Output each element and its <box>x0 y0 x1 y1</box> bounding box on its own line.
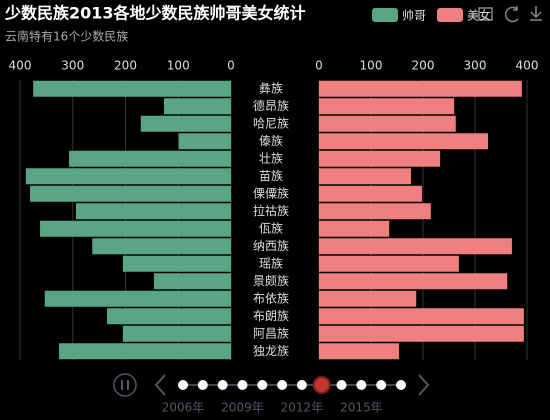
bar <box>122 255 231 272</box>
bar <box>178 133 231 150</box>
timeline-dot[interactable] <box>396 380 406 390</box>
bar <box>319 150 441 167</box>
bar <box>319 185 422 202</box>
bar <box>40 220 231 237</box>
x-tick-label: 200 <box>412 59 435 73</box>
timeline-dot[interactable] <box>197 380 208 390</box>
x-tick-label: 100 <box>167 59 190 73</box>
chart-subtitle: 云南特有16个少数民族 <box>5 29 128 44</box>
bar <box>25 168 231 185</box>
timeline-dot[interactable] <box>296 380 307 390</box>
x-tick-label: 100 <box>360 59 383 73</box>
legend-swatch[interactable] <box>372 8 398 22</box>
x-tick-label: 200 <box>114 59 137 73</box>
x-tick-label: 0 <box>315 59 323 73</box>
prev-button[interactable] <box>154 374 166 396</box>
chart-title: 少数民族2013各地少数民族帅哥美女统计 <box>4 4 306 23</box>
bar <box>319 203 431 220</box>
bar <box>319 168 412 185</box>
timeline-label[interactable]: 2009年 <box>221 401 264 415</box>
timeline-dot[interactable] <box>336 380 347 390</box>
bar <box>140 115 231 132</box>
timeline-dot[interactable] <box>356 380 367 390</box>
bar <box>319 343 400 360</box>
restore-icon[interactable] <box>478 7 493 21</box>
legend-label[interactable]: 帅哥 <box>402 9 426 23</box>
bar <box>319 98 455 115</box>
bar <box>30 185 232 202</box>
category-label: 佤族 <box>259 221 283 235</box>
bar <box>59 343 231 360</box>
category-label: 傣族 <box>259 134 283 148</box>
refresh-icon[interactable] <box>504 6 519 23</box>
next-button[interactable] <box>418 374 430 396</box>
bar <box>319 290 417 307</box>
play-button[interactable] <box>113 373 137 397</box>
bar <box>319 325 524 342</box>
category-label: 彝族 <box>259 80 283 95</box>
bar <box>319 133 488 150</box>
x-tick-label: 300 <box>61 59 84 73</box>
x-tick-label: 0 <box>227 59 235 73</box>
category-label: 景颇族 <box>253 273 289 288</box>
category-label: 阿昌族 <box>253 326 289 340</box>
bar <box>92 238 231 255</box>
category-label: 哈尼族 <box>253 116 289 130</box>
category-label: 壮族 <box>259 151 283 165</box>
timeline-dot[interactable] <box>376 380 387 390</box>
bar <box>319 115 456 132</box>
category-label: 德昂族 <box>253 98 289 113</box>
x-tick-label: 400 <box>9 59 32 73</box>
bar <box>319 220 390 237</box>
x-tick-label: 300 <box>464 59 487 73</box>
category-label: 傈僳族 <box>253 186 289 200</box>
timeline-dot[interactable] <box>237 380 248 390</box>
download-icon[interactable] <box>530 6 542 21</box>
bar <box>33 80 231 97</box>
timeline-dot[interactable] <box>277 380 288 390</box>
bar <box>44 290 232 307</box>
bar <box>75 203 231 220</box>
bar <box>319 80 522 97</box>
timeline-dot[interactable] <box>257 380 268 390</box>
legend-swatch[interactable] <box>437 8 463 22</box>
bar <box>319 273 508 290</box>
category-label: 纳西族 <box>253 239 289 253</box>
bar <box>319 238 512 255</box>
pause-icon[interactable] <box>121 380 129 390</box>
category-label: 苗族 <box>259 169 283 183</box>
category-label: 布依族 <box>253 290 289 305</box>
timeline-current[interactable] <box>312 376 331 394</box>
legend-label[interactable]: 美女 <box>467 8 491 23</box>
bar <box>69 150 232 167</box>
timeline-dot[interactable] <box>217 380 228 390</box>
bar <box>319 308 524 325</box>
toolbox[interactable] <box>478 6 542 23</box>
category-label: 瑶族 <box>259 256 283 270</box>
bar <box>164 98 231 115</box>
category-label: 拉祜族 <box>253 203 289 218</box>
bar <box>153 273 231 290</box>
category-label: 布朗族 <box>253 309 289 323</box>
bar <box>107 308 231 325</box>
timeline-label[interactable]: 2006年 <box>162 401 205 415</box>
category-label: 独龙族 <box>253 344 289 358</box>
timeline-label[interactable]: 2015年 <box>340 401 383 415</box>
bar <box>319 255 459 272</box>
timeline-dot[interactable] <box>178 380 188 390</box>
bar <box>122 325 231 342</box>
x-tick-label: 400 <box>516 59 539 73</box>
timeline-label[interactable]: 2012年 <box>281 401 324 415</box>
